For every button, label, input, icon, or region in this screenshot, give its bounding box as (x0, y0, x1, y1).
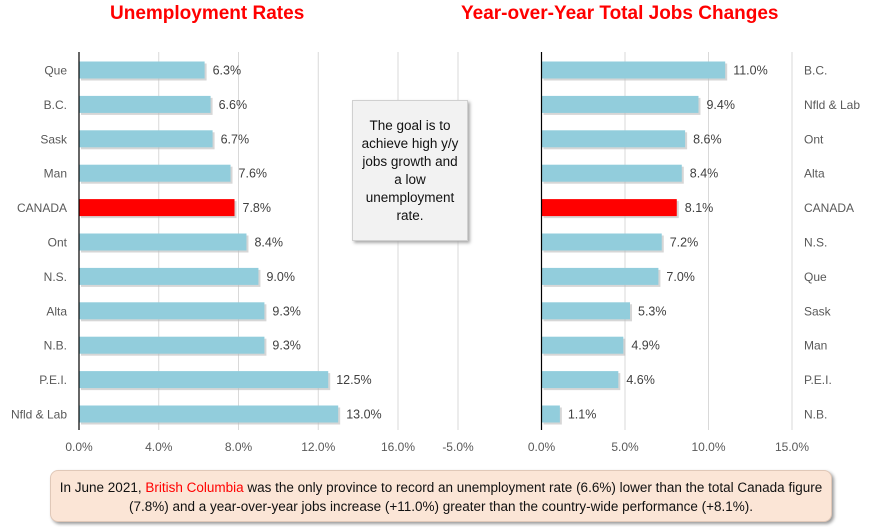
bar-p-e-i- (541, 371, 619, 389)
data-label: 6.6% (219, 98, 248, 112)
left-chart-title: Unemployment Rates (110, 3, 305, 24)
category-label: Nfld & Lab (11, 408, 67, 422)
category-label: Alta (804, 167, 825, 181)
data-label: 7.0% (666, 270, 695, 284)
x-tick-label: 10.0% (691, 440, 725, 454)
bar-n-b- (541, 405, 560, 423)
category-label: Que (804, 270, 827, 284)
bar-sask (79, 130, 213, 148)
bar-que (79, 61, 205, 79)
data-label: 8.4% (690, 167, 719, 181)
category-label: B.C. (804, 64, 827, 78)
x-tick-label: 15.0% (775, 440, 809, 454)
data-label: 12.5% (336, 373, 371, 387)
bar-nfld-lab (541, 95, 699, 113)
category-label: Sask (40, 132, 68, 146)
x-tick-label: 0.0% (528, 440, 556, 454)
category-label: Que (44, 64, 67, 78)
bar-canada (541, 199, 677, 217)
data-label: 9.3% (272, 339, 301, 353)
note-post: was the only province to record an unemp… (128, 480, 823, 514)
data-label: 7.2% (670, 236, 699, 250)
bar-p-e-i- (79, 371, 329, 389)
bar-n-s- (79, 267, 259, 285)
data-label: 9.4% (706, 98, 735, 112)
data-label: 7.6% (239, 167, 268, 181)
data-label: 4.9% (631, 339, 660, 353)
callout-text: The goal is to achieve high y/y jobs gro… (361, 117, 459, 223)
data-label: 9.3% (272, 304, 301, 318)
bar-ont (541, 130, 686, 148)
category-label: B.C. (44, 98, 67, 112)
category-label: N.S. (44, 270, 67, 284)
callout-box: The goal is to achieve high y/y jobs gro… (352, 100, 468, 241)
category-label: N.B. (804, 408, 827, 422)
bar-man (541, 336, 624, 354)
data-label: 6.3% (213, 64, 242, 78)
x-tick-label: 12.0% (301, 440, 335, 454)
category-label: N.S. (804, 236, 827, 250)
bar-b-c- (79, 95, 211, 113)
bar-canada (79, 199, 235, 217)
data-label: 1.1% (568, 408, 597, 422)
bar-que (541, 267, 659, 285)
bar-ont (79, 233, 247, 251)
data-label: 4.6% (626, 373, 655, 387)
category-label: P.E.I. (804, 373, 832, 387)
data-label: 11.0% (733, 64, 768, 78)
category-label: Man (804, 339, 827, 353)
bar-alta (541, 164, 682, 182)
bar-nfld-lab (79, 405, 339, 423)
data-label: 8.1% (685, 201, 714, 215)
bar-b-c- (541, 61, 726, 79)
data-label: 6.7% (221, 132, 250, 146)
right-chart-title: Year-over-Year Total Jobs Changes (461, 3, 779, 24)
bar-man (79, 164, 231, 182)
x-tick-label: -5.0% (442, 440, 474, 454)
category-label: Ont (804, 132, 824, 146)
category-label: Sask (804, 304, 832, 318)
x-tick-label: 16.0% (381, 440, 415, 454)
data-label: 5.3% (638, 304, 667, 318)
charts: 0.0% 4.0% 8.0% 12.0% 16.0% 6.3% Que 6.6% B.C. 6.7… (11, 52, 860, 454)
note-highlight: British Columbia (145, 480, 244, 495)
category-label: CANADA (804, 201, 854, 215)
category-label: Man (44, 167, 67, 181)
bar-n-b- (79, 336, 265, 354)
category-label: Alta (46, 304, 67, 318)
data-label: 9.0% (266, 270, 295, 284)
category-label: CANADA (17, 201, 67, 215)
x-tick-label: 0.0% (65, 440, 93, 454)
data-label: 13.0% (346, 408, 381, 422)
x-tick-label: 4.0% (145, 440, 173, 454)
category-label: Nfld & Lab (804, 98, 860, 112)
bar-sask (541, 302, 631, 320)
note-pre: In June 2021, (59, 480, 146, 495)
data-label: 8.6% (693, 132, 722, 146)
bar-n-s- (541, 233, 662, 251)
x-tick-label: 8.0% (225, 440, 253, 454)
data-label: 8.4% (254, 236, 283, 250)
bar-alta (79, 302, 265, 320)
note-box: In June 2021, British Columbia was the o… (50, 470, 832, 522)
x-tick-label: 5.0% (611, 440, 639, 454)
data-label: 7.8% (243, 201, 272, 215)
category-label: P.E.I. (39, 373, 67, 387)
category-label: N.B. (44, 339, 67, 353)
category-label: Ont (48, 236, 68, 250)
